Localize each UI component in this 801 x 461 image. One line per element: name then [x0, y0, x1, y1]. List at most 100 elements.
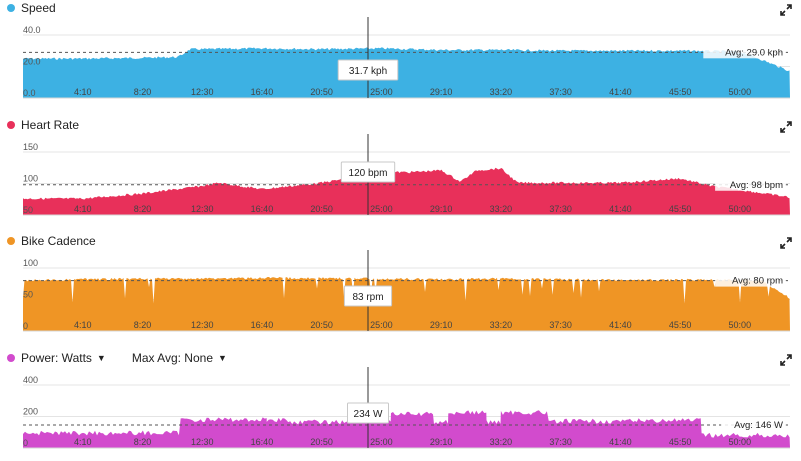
series-dot-icon — [7, 354, 15, 362]
tooltip-value: 120 bpm — [349, 168, 388, 179]
panel-heart: Heart Rate 150 100 50 4:10 8:20 12:30 16:40 20:5… — [0, 117, 801, 228]
average-label-text: Avg: 80 rpm — [732, 276, 783, 287]
x-tick-label: 4:10 — [74, 204, 92, 214]
speed-chart[interactable]: 40.0 20.0 0.0 4:10 8:20 12:30 16:40 20:50 25:00 2… — [0, 17, 801, 105]
x-tick-label: 33:20 — [490, 204, 513, 214]
hover-tooltip: 120 bpm — [340, 161, 396, 183]
average-label: Avg: 98 bpm — [715, 176, 786, 191]
expand-icon[interactable] — [780, 354, 792, 366]
cadence-series-area — [23, 277, 790, 331]
y-tick-label: 150 — [23, 142, 38, 152]
x-tick-label: 25:00 — [370, 87, 393, 97]
x-tick-label: 37:30 — [549, 437, 572, 447]
hover-tooltip: 83 rpm — [343, 285, 393, 307]
expand-icon[interactable] — [780, 237, 792, 249]
x-tick-label: 12:30 — [191, 437, 214, 447]
x-tick-label: 8:20 — [134, 204, 152, 214]
hover-tooltip: 234 W — [347, 402, 389, 424]
x-tick-label: 29:10 — [430, 204, 453, 214]
series-dot-icon — [7, 4, 15, 12]
panel-title-row: Power: Watts ▼ Max Avg: None ▼ — [7, 351, 227, 365]
y-tick-label: 0.0 — [23, 88, 36, 98]
caret-down-icon[interactable]: ▼ — [96, 353, 106, 363]
x-tick-label: 8:20 — [134, 87, 152, 97]
x-tick-label: 33:20 — [490, 320, 513, 330]
y-tick-label: 100 — [23, 258, 38, 268]
panel-title[interactable]: Power: Watts — [21, 351, 92, 365]
x-tick-label: 50:00 — [729, 204, 752, 214]
x-tick-label: 8:20 — [134, 437, 152, 447]
x-tick-label: 41:40 — [609, 437, 632, 447]
caret-down-icon[interactable]: ▼ — [218, 353, 227, 363]
panel-title-row: Speed — [7, 1, 56, 15]
panel-title-row: Bike Cadence — [7, 234, 96, 248]
x-tick-label: 50:00 — [729, 437, 752, 447]
y-tick-label: 0 — [23, 321, 28, 331]
x-tick-label: 20:50 — [310, 320, 333, 330]
panel-power: Power: Watts ▼ Max Avg: None ▼ 400 200 0 4:10 8:… — [0, 350, 801, 461]
x-tick-label: 20:50 — [310, 87, 333, 97]
average-label: Avg: 29.0 kph — [703, 44, 786, 59]
x-tick-label: 20:50 — [310, 437, 333, 447]
y-tick-label: 0 — [23, 438, 28, 448]
x-tick-label: 45:50 — [669, 204, 692, 214]
panel-title-row: Heart Rate — [7, 118, 79, 132]
panel-speed: Speed 40.0 20.0 0.0 4:10 8:20 12:30 16:40 20:50 2… — [0, 0, 801, 111]
x-tick-label: 4:10 — [74, 320, 92, 330]
x-tick-label: 16:40 — [251, 204, 274, 214]
x-tick-label: 41:40 — [609, 204, 632, 214]
x-tick-label: 29:10 — [430, 320, 453, 330]
heart-chart[interactable]: 150 100 50 4:10 8:20 12:30 16:40 20:50 25:00 29:1… — [0, 134, 801, 222]
y-tick-label: 50 — [23, 290, 33, 300]
x-tick-label: 12:30 — [191, 204, 214, 214]
x-tick-label: 8:20 — [134, 320, 152, 330]
x-tick-label: 45:50 — [669, 87, 692, 97]
max-avg-select[interactable]: Max Avg: None ▼ — [132, 351, 227, 365]
x-tick-label: 25:00 — [370, 320, 393, 330]
y-tick-label: 40.0 — [23, 25, 41, 35]
x-tick-label: 37:30 — [549, 320, 572, 330]
x-tick-label: 41:40 — [609, 87, 632, 97]
x-tick-label: 16:40 — [251, 87, 274, 97]
y-tick-label: 100 — [23, 174, 38, 184]
x-tick-label: 16:40 — [251, 320, 274, 330]
x-tick-label: 29:10 — [430, 87, 453, 97]
average-label-text: Avg: 29.0 kph — [725, 47, 783, 58]
panel-title: Speed — [21, 1, 56, 15]
tooltip-value: 83 rpm — [352, 292, 383, 303]
panel-cadence: Bike Cadence 100 50 0 4:10 8:20 12:30 16:40 20:5… — [0, 233, 801, 344]
x-tick-label: 29:10 — [430, 437, 453, 447]
y-tick-label: 400 — [23, 375, 38, 385]
cadence-chart[interactable]: 100 50 0 4:10 8:20 12:30 16:40 20:50 25:00 29:10 3… — [0, 250, 801, 338]
series-dot-icon — [7, 121, 15, 129]
x-tick-label: 25:00 — [370, 437, 393, 447]
x-tick-label: 16:40 — [251, 437, 274, 447]
tooltip-value: 234 W — [354, 409, 383, 420]
hover-tooltip: 31.7 kph — [337, 59, 399, 81]
y-tick-label: 20.0 — [23, 57, 41, 67]
x-tick-label: 50:00 — [729, 320, 752, 330]
x-tick-label: 4:10 — [74, 87, 92, 97]
heart-series-area — [23, 167, 790, 215]
max-avg-label: Max Avg: None — [131, 351, 213, 365]
x-tick-label: 12:30 — [191, 87, 214, 97]
x-tick-label: 37:30 — [549, 87, 572, 97]
x-tick-label: 12:30 — [191, 320, 214, 330]
speed-series-area — [23, 47, 790, 98]
average-label-text: Avg: 98 bpm — [730, 180, 783, 191]
tooltip-value: 31.7 kph — [349, 66, 387, 77]
x-tick-label: 33:20 — [490, 437, 513, 447]
x-tick-label: 33:20 — [490, 87, 513, 97]
panel-title: Heart Rate — [21, 118, 80, 132]
power-series-area — [23, 410, 790, 448]
y-tick-label: 50 — [23, 205, 33, 215]
x-tick-label: 4:10 — [74, 437, 92, 447]
x-tick-label: 41:40 — [609, 320, 632, 330]
average-label: Avg: 80 rpm — [715, 272, 786, 287]
power-chart[interactable]: 400 200 0 4:10 8:20 12:30 16:40 20:50 25:00 29:10… — [0, 367, 801, 455]
expand-icon[interactable] — [780, 4, 792, 16]
series-dot-icon — [7, 237, 15, 245]
x-tick-label: 37:30 — [549, 204, 572, 214]
average-label: Avg: 146 W — [721, 417, 786, 432]
expand-icon[interactable] — [780, 121, 792, 133]
